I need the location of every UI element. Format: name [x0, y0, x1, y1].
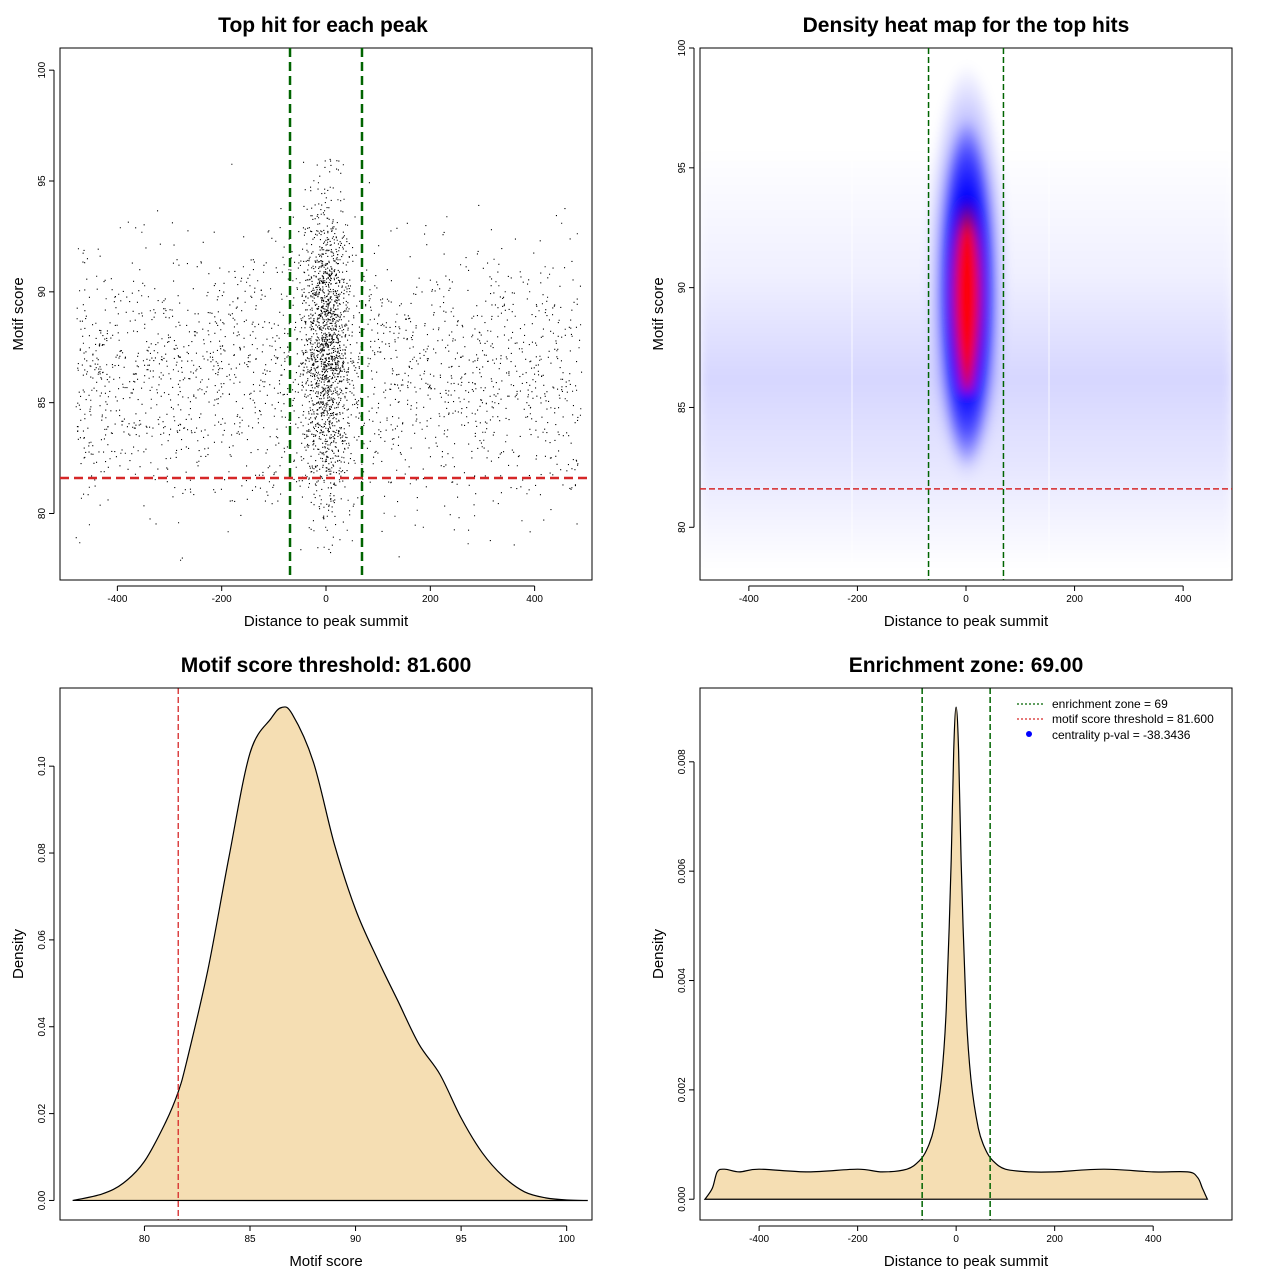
legend-label-threshold: motif score threshold = 81.600: [1052, 712, 1214, 726]
heatmap-title: Density heat map for the top hits: [803, 14, 1130, 37]
legend: enrichment zone = 69 motif score thresho…: [1017, 697, 1214, 742]
distance-density-x-axis: -400 -200 0 200 400: [749, 1225, 1162, 1245]
x-tick-label: 100: [558, 1234, 575, 1245]
panel-distance-density: Enrichment zone: 69.00 -400 -200 0 200 400 0…: [650, 654, 1233, 1270]
y-tick-label: 95: [37, 175, 48, 187]
distance-density-plot-frame: [699, 687, 1233, 1221]
y-tick-label: 80: [677, 521, 688, 533]
x-tick-label: 400: [526, 594, 543, 605]
x-tick-label: -200: [848, 1234, 868, 1245]
scatter-y-axis: 80 85 90 95 100: [37, 61, 55, 520]
panel-heatmap: Density heat map for the top hits -400 -2…: [650, 14, 1233, 630]
y-tick-label: 0.10: [37, 756, 48, 776]
y-tick-label: 0.000: [677, 1186, 688, 1211]
x-tick-label: 0: [953, 1234, 959, 1245]
y-tick-label: 0.06: [37, 930, 48, 950]
scatter-reference-lines: [60, 48, 592, 580]
heatmap-x-axis: -400 -200 0 200 400: [739, 585, 1192, 605]
y-tick-label: 95: [677, 162, 688, 174]
y-tick-label: 0.008: [677, 749, 688, 774]
score-density-y-axis: 0.00 0.02 0.04 0.06 0.08 0.10: [37, 756, 55, 1210]
distance-density-x-label: Distance to peak summit: [884, 1253, 1049, 1270]
y-tick-label: 0.02: [37, 1103, 48, 1123]
panel-score-density: Motif score threshold: 81.600 80 85 90 95 10…: [10, 654, 593, 1270]
y-tick-label: 0.04: [37, 1017, 48, 1037]
heatmap-canvas: [700, 48, 1232, 580]
distance-density-title: Enrichment zone: 69.00: [849, 654, 1084, 677]
x-tick-label: 0: [963, 594, 969, 605]
score-density-y-label: Density: [10, 928, 27, 979]
x-tick-label: 200: [422, 594, 439, 605]
x-tick-label: 400: [1175, 594, 1192, 605]
scatter-plot-frame: [59, 47, 593, 581]
x-tick-label: 95: [456, 1234, 468, 1245]
scatter-x-axis: -400 -200 0 200 400: [107, 585, 543, 605]
score-density-x-axis: 80 85 90 95 100: [139, 1225, 575, 1245]
x-tick-label: -200: [847, 594, 867, 605]
y-tick-label: 0.002: [677, 1077, 688, 1102]
legend-swatch-pval: [1026, 731, 1032, 737]
heatmap-reference-lines: [700, 48, 1232, 580]
scatter-points: [75, 158, 583, 561]
x-tick-label: -400: [739, 594, 759, 605]
x-tick-label: 85: [244, 1234, 256, 1245]
y-tick-label: 90: [677, 282, 688, 294]
distance-density-y-axis: 0.000 0.002 0.004 0.006 0.008: [677, 749, 695, 1212]
x-tick-label: 80: [139, 1234, 151, 1245]
y-tick-label: 100: [677, 39, 688, 56]
x-tick-label: 400: [1145, 1234, 1162, 1245]
legend-label-zone: enrichment zone = 69: [1052, 697, 1168, 711]
distance-density-reference-lines: [921, 688, 991, 1220]
x-tick-label: 0: [323, 594, 329, 605]
y-tick-label: 85: [37, 397, 48, 409]
score-density-title: Motif score threshold: 81.600: [181, 654, 472, 677]
x-tick-label: 200: [1066, 594, 1083, 605]
scatter-x-label: Distance to peak summit: [244, 613, 409, 630]
x-tick-label: 200: [1046, 1234, 1063, 1245]
y-tick-label: 0.006: [677, 858, 688, 883]
x-tick-label: 90: [350, 1234, 362, 1245]
distance-density-y-label: Density: [650, 928, 667, 979]
x-tick-label: -200: [212, 594, 232, 605]
score-density-plot-frame: [59, 687, 593, 1221]
scatter-point-cloud: [75, 158, 583, 561]
heatmap-hotspot: [958, 233, 976, 393]
scatter-y-label: Motif score: [10, 277, 27, 350]
score-density-x-label: Motif score: [289, 1253, 362, 1270]
score-density-area: [72, 706, 588, 1202]
y-tick-label: 90: [37, 286, 48, 298]
y-tick-label: 100: [37, 61, 48, 78]
y-tick-label: 0.08: [37, 843, 48, 863]
heatmap-y-axis: 80 85 90 95 100: [677, 39, 695, 533]
y-tick-label: 85: [677, 401, 688, 413]
x-tick-label: -400: [107, 594, 127, 605]
x-tick-label: -400: [749, 1234, 769, 1245]
y-tick-label: 0.00: [37, 1190, 48, 1210]
y-tick-label: 0.004: [677, 968, 688, 993]
heatmap-y-label: Motif score: [650, 277, 667, 350]
panel-scatter: Top hit for each peak -400 -200 0 200 400 80…: [10, 14, 593, 630]
scatter-title: Top hit for each peak: [218, 14, 428, 37]
heatmap-x-label: Distance to peak summit: [884, 613, 1049, 630]
y-tick-label: 80: [37, 508, 48, 520]
legend-label-pval: centrality p-val = -38.3436: [1052, 728, 1191, 742]
distance-density-area: [703, 706, 1209, 1200]
heatmap-plot-frame: [699, 47, 1233, 581]
